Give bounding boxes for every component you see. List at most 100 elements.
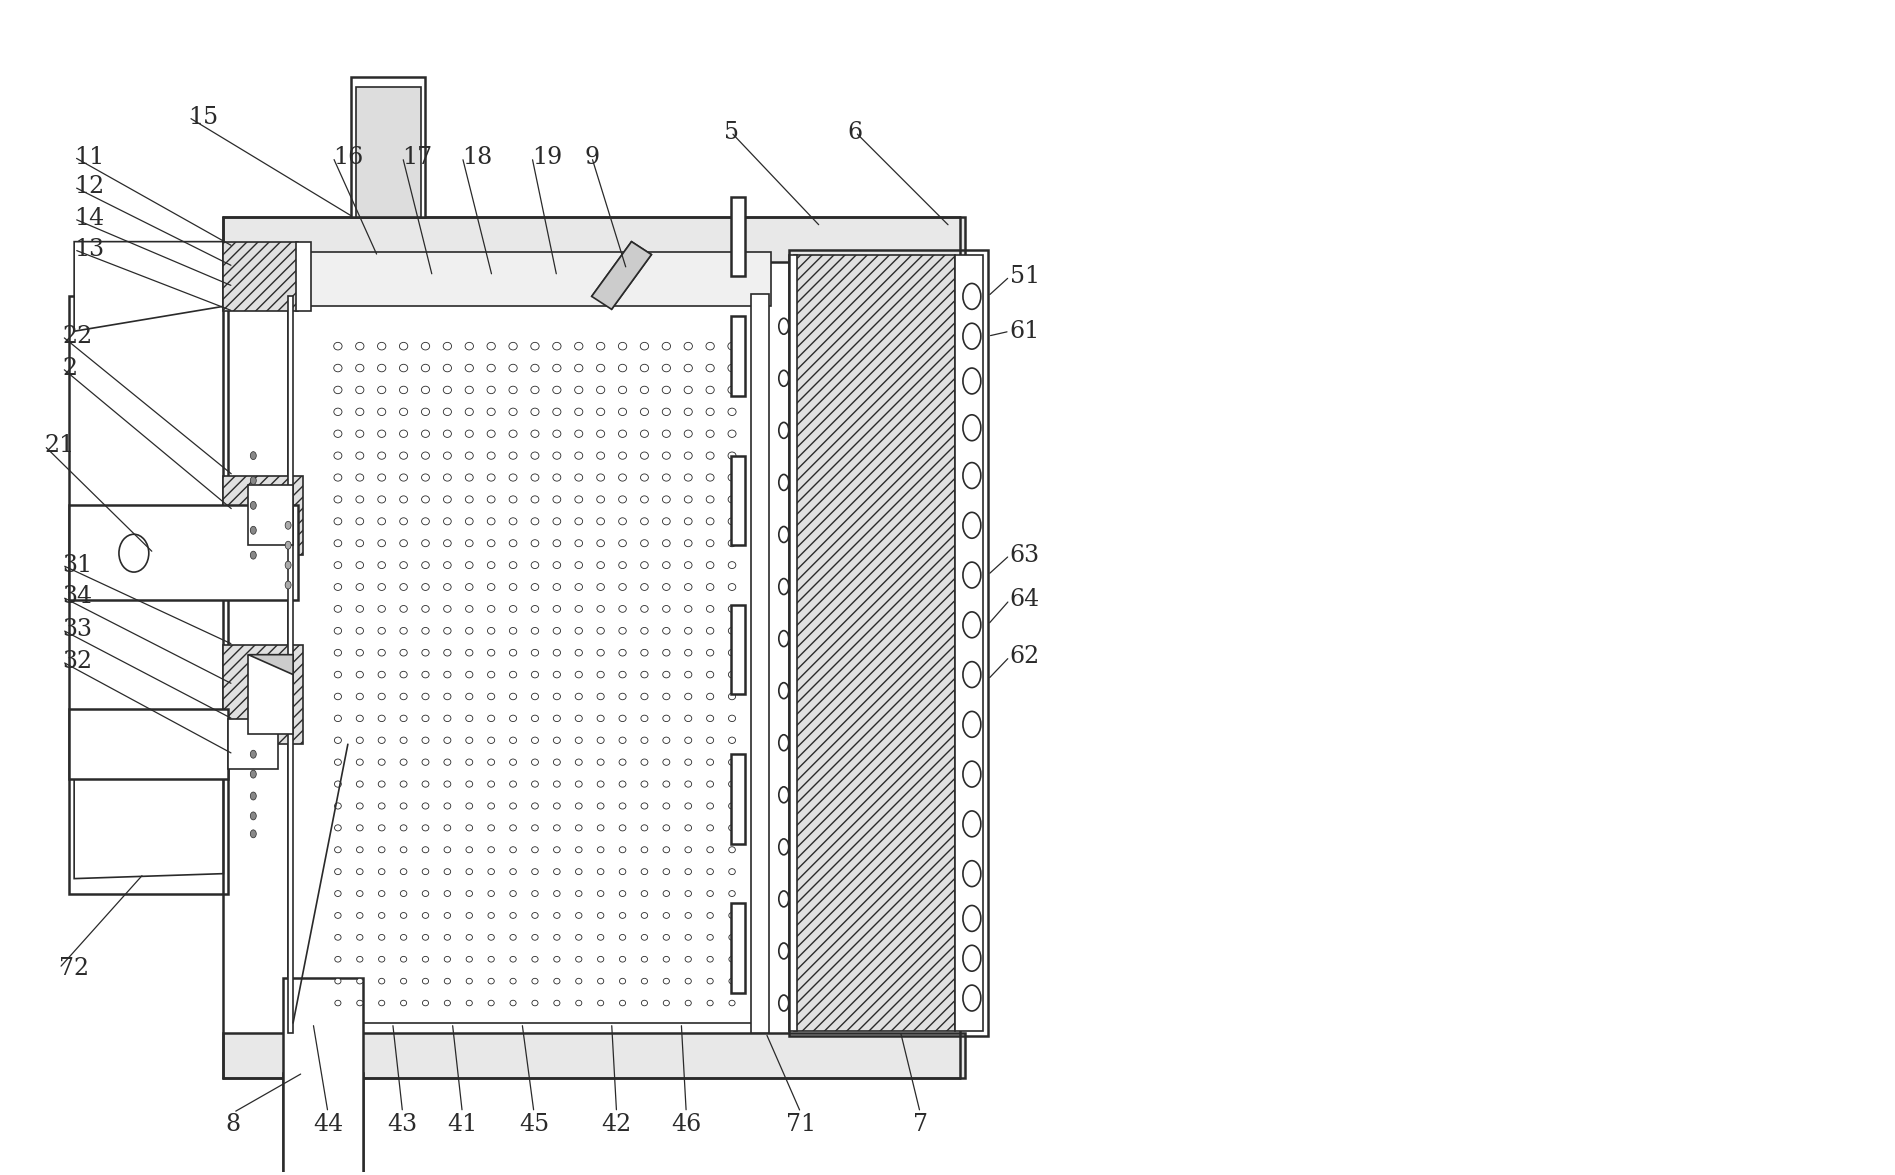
Ellipse shape — [779, 995, 788, 1010]
Ellipse shape — [377, 650, 385, 656]
Ellipse shape — [334, 627, 341, 634]
Ellipse shape — [641, 737, 648, 744]
Ellipse shape — [466, 737, 472, 744]
Ellipse shape — [423, 605, 428, 612]
Ellipse shape — [684, 539, 692, 546]
Ellipse shape — [553, 562, 561, 569]
Ellipse shape — [443, 584, 451, 590]
Ellipse shape — [728, 474, 735, 481]
Ellipse shape — [963, 368, 982, 394]
Ellipse shape — [707, 496, 714, 503]
Ellipse shape — [443, 847, 451, 853]
Ellipse shape — [730, 847, 735, 853]
Text: 11: 11 — [74, 146, 104, 168]
Ellipse shape — [510, 716, 517, 721]
Ellipse shape — [532, 956, 538, 962]
Ellipse shape — [641, 671, 648, 678]
Ellipse shape — [728, 781, 735, 787]
Ellipse shape — [663, 693, 671, 700]
Text: 43: 43 — [387, 1113, 417, 1135]
Ellipse shape — [335, 956, 341, 962]
Ellipse shape — [684, 518, 692, 525]
Ellipse shape — [443, 430, 451, 437]
Ellipse shape — [443, 759, 451, 765]
Ellipse shape — [618, 539, 627, 546]
Ellipse shape — [963, 562, 982, 588]
Ellipse shape — [531, 539, 538, 546]
Ellipse shape — [553, 1000, 559, 1006]
Ellipse shape — [620, 847, 625, 853]
Ellipse shape — [423, 693, 428, 700]
Ellipse shape — [356, 759, 364, 765]
Ellipse shape — [553, 518, 561, 525]
Ellipse shape — [641, 518, 648, 525]
Ellipse shape — [356, 496, 364, 503]
Ellipse shape — [423, 803, 428, 810]
Ellipse shape — [532, 847, 538, 853]
Ellipse shape — [576, 803, 582, 810]
Ellipse shape — [553, 956, 561, 962]
Ellipse shape — [576, 781, 582, 787]
Ellipse shape — [663, 518, 671, 525]
Ellipse shape — [707, 584, 714, 590]
Text: 17: 17 — [402, 146, 432, 168]
Ellipse shape — [707, 387, 714, 394]
Ellipse shape — [510, 474, 517, 481]
Ellipse shape — [421, 342, 430, 350]
Ellipse shape — [421, 408, 430, 416]
Text: 31: 31 — [63, 553, 93, 577]
Ellipse shape — [510, 781, 517, 787]
Ellipse shape — [284, 522, 292, 529]
Bar — [731, 316, 745, 396]
Ellipse shape — [728, 539, 735, 546]
Ellipse shape — [334, 671, 341, 678]
Text: 18: 18 — [462, 146, 493, 168]
Ellipse shape — [423, 1000, 428, 1006]
Ellipse shape — [730, 868, 735, 874]
Text: 42: 42 — [601, 1113, 631, 1135]
Ellipse shape — [531, 496, 538, 503]
Bar — [750, 295, 769, 1033]
Ellipse shape — [466, 539, 474, 546]
Ellipse shape — [466, 693, 474, 700]
Ellipse shape — [466, 759, 472, 765]
Ellipse shape — [334, 518, 341, 525]
Text: 64: 64 — [1010, 589, 1040, 611]
Ellipse shape — [379, 825, 385, 831]
Ellipse shape — [574, 671, 582, 678]
Ellipse shape — [400, 979, 407, 983]
Ellipse shape — [487, 716, 495, 721]
Ellipse shape — [553, 342, 561, 350]
Ellipse shape — [684, 825, 692, 831]
Ellipse shape — [400, 342, 407, 350]
Ellipse shape — [531, 408, 538, 416]
Bar — [282, 1073, 362, 1175]
Ellipse shape — [284, 562, 292, 569]
Ellipse shape — [553, 693, 561, 700]
Ellipse shape — [641, 562, 648, 569]
Ellipse shape — [620, 716, 625, 721]
Ellipse shape — [553, 496, 561, 503]
Ellipse shape — [377, 496, 385, 503]
Ellipse shape — [464, 387, 474, 394]
Ellipse shape — [618, 408, 627, 416]
Ellipse shape — [443, 408, 451, 416]
Ellipse shape — [597, 562, 605, 569]
Ellipse shape — [728, 408, 735, 416]
Ellipse shape — [641, 539, 648, 546]
Ellipse shape — [728, 518, 735, 525]
Ellipse shape — [963, 612, 982, 638]
Ellipse shape — [663, 868, 669, 874]
Ellipse shape — [443, 737, 451, 744]
Ellipse shape — [356, 671, 364, 678]
Ellipse shape — [466, 562, 474, 569]
Ellipse shape — [510, 408, 517, 416]
Ellipse shape — [443, 979, 451, 983]
Ellipse shape — [684, 605, 692, 612]
Ellipse shape — [553, 408, 561, 416]
Ellipse shape — [707, 847, 713, 853]
Ellipse shape — [684, 671, 692, 678]
Ellipse shape — [423, 716, 428, 721]
Ellipse shape — [487, 781, 495, 787]
Bar — [248, 485, 294, 545]
